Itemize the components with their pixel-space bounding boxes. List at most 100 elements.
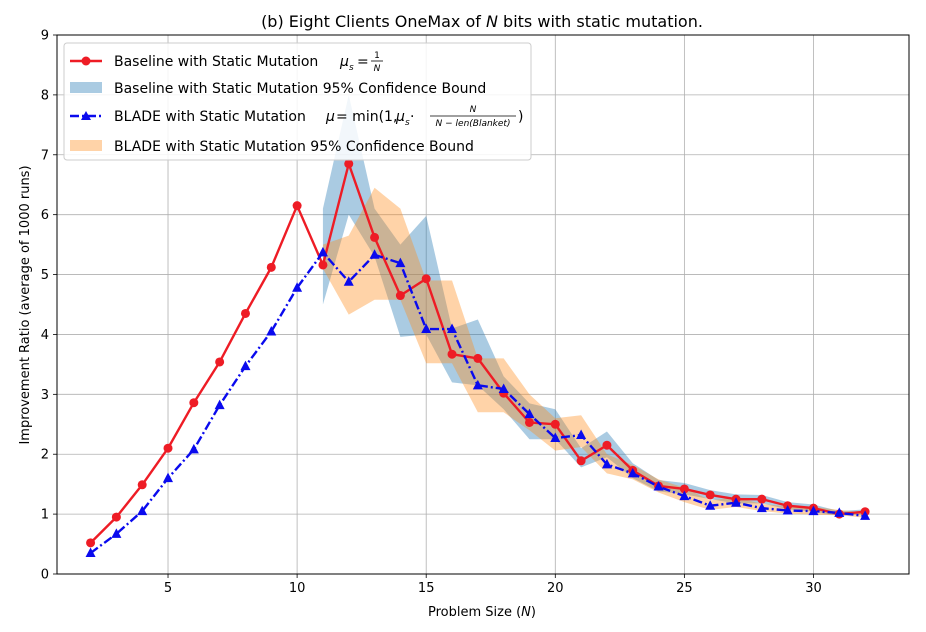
- baseline-point: [524, 417, 534, 427]
- y-tick-label: 1: [41, 508, 49, 523]
- legend-blade-label: BLADE with Static Mutation: [114, 109, 306, 125]
- blade-point: [601, 458, 612, 469]
- baseline-point: [240, 308, 250, 318]
- legend-entry-blade: BLADE with Static Mutation μ = min(1, μ …: [70, 105, 523, 129]
- blade-point: [240, 360, 251, 371]
- blade-point: [756, 502, 767, 513]
- blade-point: [834, 507, 845, 517]
- y-tick-label: 3: [41, 388, 49, 403]
- series-markers: [85, 159, 871, 558]
- baseline-point: [86, 538, 96, 548]
- baseline-point: [602, 440, 612, 450]
- blade-point: [85, 547, 96, 558]
- x-tick-label: 10: [289, 581, 306, 596]
- blade-point: [163, 472, 174, 483]
- blade-point: [550, 432, 561, 443]
- blade-point: [421, 323, 432, 334]
- x-tick-label: 15: [418, 581, 435, 596]
- baseline-point: [473, 353, 483, 363]
- baseline-point: [189, 398, 199, 408]
- legend-frame: [63, 42, 532, 161]
- baseline-point: [163, 443, 173, 453]
- y-tick-label: 8: [41, 88, 49, 103]
- blade-point: [705, 500, 716, 510]
- svg-text:1: 1: [374, 51, 380, 61]
- blade-point: [369, 249, 380, 259]
- y-tick-label: 0: [41, 568, 49, 583]
- chart-title: (b) Eight Clients OneMax of N bits with …: [261, 12, 703, 31]
- blade-point: [317, 246, 328, 257]
- blade-point: [498, 383, 509, 393]
- y-tick-label: 4: [41, 328, 49, 343]
- legend-baseline-ci-label: Baseline with Static Mutation 95% Confid…: [114, 81, 486, 97]
- svg-text:): ): [518, 109, 523, 125]
- baseline-point: [318, 260, 328, 270]
- baseline-point: [111, 512, 121, 522]
- baseline-point: [137, 480, 147, 490]
- baseline-point: [421, 274, 431, 284]
- legend-baseline-marker: [81, 56, 91, 66]
- y-tick-label: 9: [41, 29, 49, 44]
- svg-text:N − len(Blanket): N − len(Blanket): [436, 119, 511, 129]
- x-tick-label: 20: [547, 581, 564, 596]
- svg-text:μ: μ: [395, 109, 405, 125]
- svg-text:N: N: [470, 105, 477, 115]
- blade-point: [576, 429, 587, 440]
- legend-baseline-formula: μ s = 1 N: [339, 51, 383, 74]
- legend-baseline-label: Baseline with Static Mutation: [114, 54, 318, 70]
- blade-point: [472, 379, 483, 390]
- blade-point: [782, 505, 793, 515]
- legend-entry-baseline-ci: Baseline with Static Mutation 95% Confid…: [70, 81, 486, 97]
- baseline-point: [395, 291, 405, 301]
- legend-blade-marker: [81, 111, 91, 120]
- svg-text:N: N: [374, 64, 381, 74]
- svg-text:= min(1,: = min(1,: [336, 109, 397, 125]
- legend-baseline-ci-patch: [70, 82, 102, 93]
- y-axis-ticks: 0 1 2 3 4 5 6 7 8 9: [41, 29, 57, 583]
- legend-blade-formula: μ = min(1, μ s · N N − len(Blanket) ): [325, 105, 523, 129]
- svg-text:s: s: [405, 118, 410, 128]
- baseline-point: [344, 159, 354, 169]
- legend-blade-ci-label: BLADE with Static Mutation 95% Confidenc…: [114, 139, 474, 155]
- blade-point: [627, 467, 638, 478]
- svg-text:=: =: [357, 54, 369, 70]
- svg-text:s: s: [349, 63, 354, 73]
- blade-point: [524, 408, 535, 419]
- blade-point: [111, 528, 122, 538]
- blade-point: [266, 325, 277, 336]
- plot-frame: [56, 34, 910, 575]
- blade-point: [395, 257, 406, 268]
- y-tick-label: 7: [41, 148, 49, 163]
- blade-point: [731, 497, 742, 507]
- x-axis-ticks: 5 10 15 20 25 30: [164, 574, 822, 596]
- blade-point: [860, 510, 871, 520]
- svg-text:μ: μ: [325, 109, 335, 125]
- x-axis-label: Problem Size (N): [428, 605, 536, 620]
- blade-point: [808, 505, 819, 516]
- y-tick-label: 6: [41, 208, 49, 223]
- blade-point: [188, 443, 199, 454]
- blade-point: [447, 323, 458, 334]
- blade-point: [679, 490, 690, 501]
- legend-entry-blade-ci: BLADE with Static Mutation 95% Confidenc…: [70, 139, 474, 155]
- baseline-point: [447, 349, 457, 359]
- x-tick-label: 30: [805, 581, 822, 596]
- legend-entry-baseline: Baseline with Static Mutation μ s = 1 N: [70, 51, 383, 74]
- y-tick-label: 2: [41, 448, 49, 463]
- baseline-point: [576, 456, 586, 466]
- baseline-point: [266, 262, 276, 272]
- legend-blade-ci-patch: [70, 140, 102, 151]
- legend: Baseline with Static Mutation μ s = 1 N …: [63, 42, 532, 161]
- baseline-point: [757, 494, 767, 504]
- baseline-point: [705, 490, 715, 500]
- svg-text:·: ·: [410, 109, 414, 125]
- blade-point: [343, 276, 354, 286]
- baseline-point: [370, 232, 380, 242]
- x-tick-label: 25: [676, 581, 693, 596]
- blade-point: [137, 505, 148, 516]
- baseline-point: [292, 201, 302, 211]
- baseline-point: [215, 357, 225, 367]
- baseline-point: [550, 419, 560, 429]
- blade-point: [292, 282, 303, 292]
- svg-text:μ: μ: [339, 54, 349, 70]
